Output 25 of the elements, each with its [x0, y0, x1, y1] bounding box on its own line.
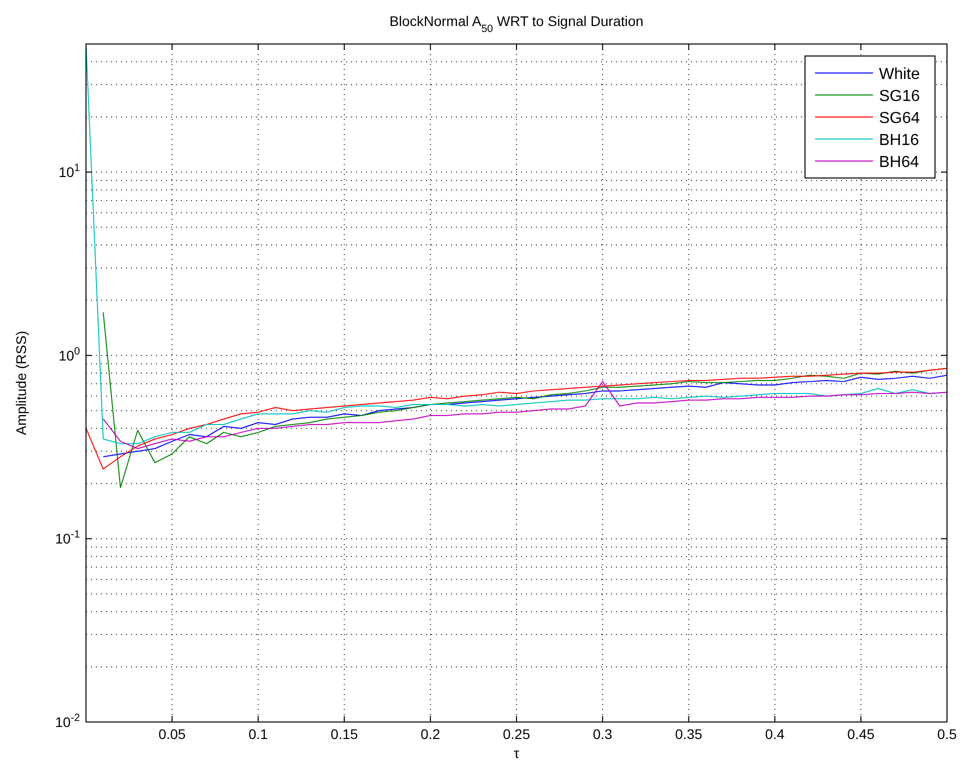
legend-label: BH64 [879, 154, 920, 171]
x-tick-label: 0.15 [330, 726, 358, 742]
x-tick-label: 0.2 [420, 726, 440, 742]
x-tick-label: 0.3 [592, 726, 613, 742]
y-tick-label: 10$^{0}$ [58, 345, 80, 364]
x-tick-label: 0.35 [675, 726, 703, 742]
x-tick-label: 0.4 [765, 726, 785, 742]
legend-label: SG16 [879, 88, 920, 105]
y-axis-title: Amplitude (RSS) [13, 330, 29, 436]
x-tick-label: 0.45 [847, 726, 875, 742]
legend-label: White [879, 66, 920, 83]
y-tick-label: 10$^{-2}$ [55, 712, 80, 730]
x-tick-label: 0.1 [248, 726, 268, 742]
x-axis-title: τ [514, 745, 520, 761]
line-series [102, 381, 947, 450]
x-tick-label: 0.5 [937, 726, 957, 742]
y-tick-label: 10$^{-1}$ [55, 528, 80, 547]
line-series [102, 374, 947, 458]
line-series [86, 368, 947, 470]
legend-label: SG64 [879, 110, 920, 127]
chart-title: BlockNormal A$_{50}$ WRT to Signal Duration [390, 13, 644, 35]
x-tick-label: 0.25 [502, 726, 530, 742]
y-tick-label: 10$^{1}$ [58, 162, 80, 180]
legend-label: BH16 [879, 132, 920, 149]
x-tick-label: 0.05 [158, 726, 186, 742]
